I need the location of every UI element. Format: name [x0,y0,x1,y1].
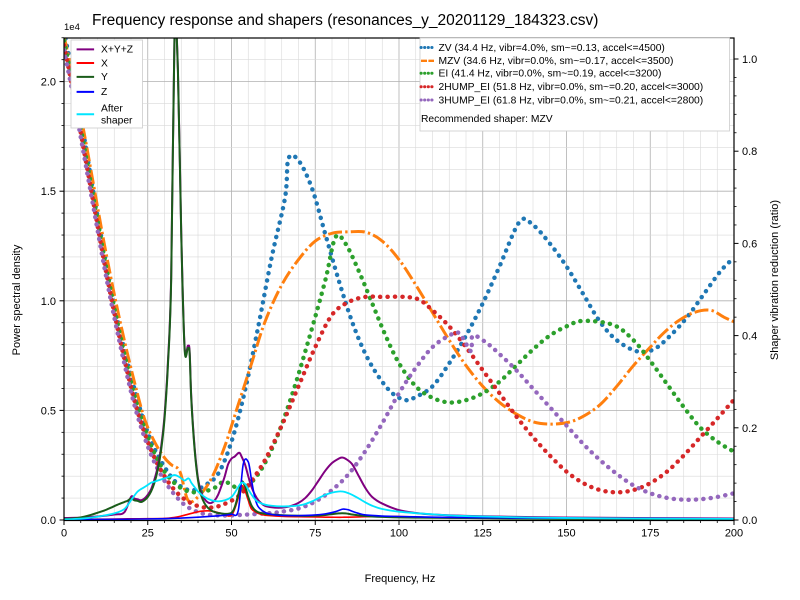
svg-text:ZV (34.4 Hz, vibr=4.0%, sm~=0.: ZV (34.4 Hz, vibr=4.0%, sm~=0.13, accel<… [439,43,665,54]
svg-text:2HUMP_EI (51.8 Hz, vibr=0.0%,: 2HUMP_EI (51.8 Hz, vibr=0.0%, sm~=0.20, … [439,82,704,93]
svg-text:0.5: 0.5 [41,405,56,417]
svg-text:Shaper vibration reduction (ra: Shaper vibration reduction (ratio) [769,200,781,360]
svg-text:3HUMP_EI (61.8 Hz, vibr=0.0%,: 3HUMP_EI (61.8 Hz, vibr=0.0%, sm~=0.21, … [439,95,704,106]
svg-text:1.5: 1.5 [41,186,56,198]
svg-text:1.0: 1.0 [41,296,56,308]
svg-text:2.0: 2.0 [41,77,56,89]
svg-text:1.0: 1.0 [742,54,757,66]
svg-text:MZV (34.6 Hz, vibr=0.0%, sm~=0: MZV (34.6 Hz, vibr=0.0%, sm~=0.17, accel… [439,56,674,67]
svg-text:X+Y+Z: X+Y+Z [101,45,133,56]
svg-text:125: 125 [474,528,492,540]
svg-text:EI (41.4 Hz, vibr=0.0%, sm~=0.: EI (41.4 Hz, vibr=0.0%, sm~=0.19, accel<… [439,69,662,80]
svg-text:Z: Z [101,87,107,98]
svg-text:0: 0 [61,528,67,540]
svg-text:200: 200 [725,528,743,540]
svg-text:75: 75 [309,528,321,540]
svg-text:Y: Y [101,72,108,83]
svg-text:Frequency response and shapers: Frequency response and shapers (resonanc… [92,12,598,29]
svg-text:shaper: shaper [101,116,133,127]
svg-text:150: 150 [557,528,575,540]
svg-text:100: 100 [390,528,408,540]
svg-text:X: X [101,58,108,69]
svg-text:50: 50 [225,528,237,540]
svg-text:1e4: 1e4 [64,22,80,33]
svg-text:Recommended shaper: MZV: Recommended shaper: MZV [421,114,553,125]
svg-text:0.0: 0.0 [742,515,757,527]
svg-text:25: 25 [142,528,154,540]
svg-text:0.8: 0.8 [742,146,757,158]
svg-text:After: After [101,103,123,114]
svg-text:175: 175 [641,528,659,540]
svg-text:0.2: 0.2 [742,423,757,435]
svg-text:0.6: 0.6 [742,238,757,250]
svg-text:Power spectral density: Power spectral density [11,244,23,355]
svg-text:Frequency, Hz: Frequency, Hz [365,573,436,585]
svg-text:0.0: 0.0 [41,515,56,527]
svg-text:0.4: 0.4 [742,331,757,343]
